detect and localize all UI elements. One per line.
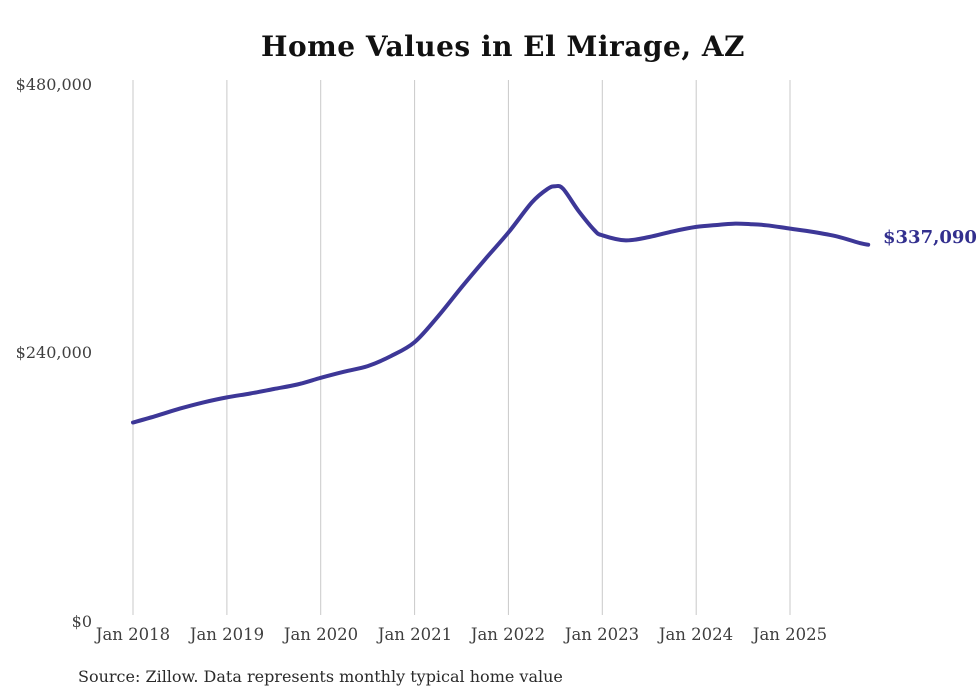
y-axis-tick-label: $0	[71, 612, 92, 631]
x-axis-tick-label: Jan 2021	[377, 625, 453, 644]
latest-value-label: $337,090	[883, 227, 977, 248]
chart-title: Home Values in El Mirage, AZ	[261, 30, 745, 63]
x-axis-tick-label: Jan 2023	[564, 625, 640, 644]
gridlines-group	[132, 80, 791, 615]
x-axis-tick-label: Jan 2019	[189, 625, 265, 644]
x-axis-tick-label: Jan 2024	[658, 625, 734, 644]
x-axis-tick-label: Jan 2018	[95, 625, 171, 644]
x-axis-tick-label: Jan 2025	[752, 625, 828, 644]
x-axis-tick-label: Jan 2022	[470, 625, 546, 644]
source-note: Source: Zillow. Data represents monthly …	[78, 667, 563, 686]
x-axis-tick-label: Jan 2020	[283, 625, 359, 644]
home-value-line	[131, 183, 871, 425]
y-axis-tick-label: $240,000	[15, 343, 92, 362]
y-axis-tick-label: $480,000	[15, 75, 92, 94]
